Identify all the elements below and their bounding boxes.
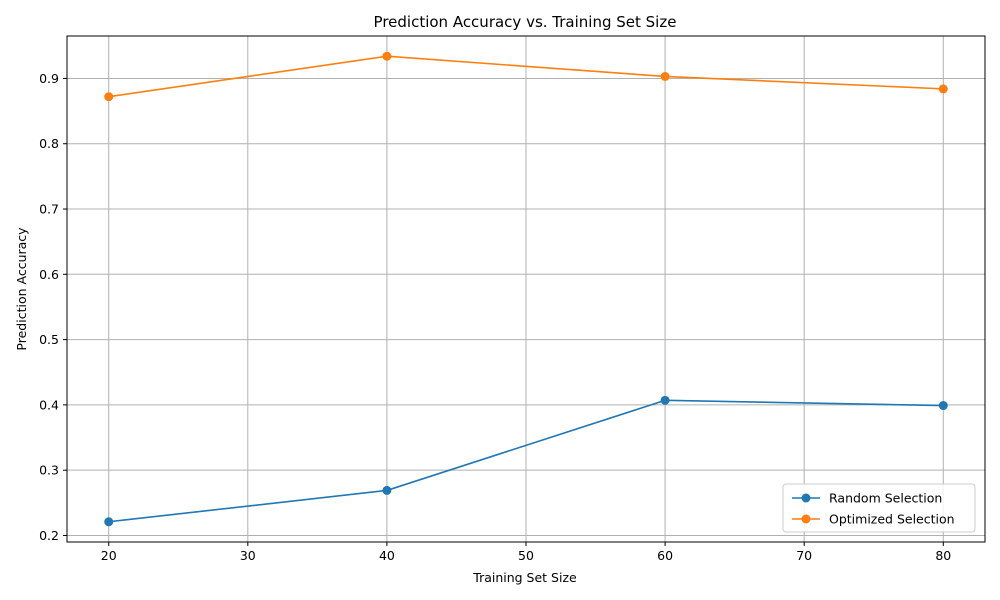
data-point (938, 84, 948, 94)
series-line (108, 399, 944, 523)
y-tick-label: 0.6 (39, 267, 59, 282)
data-point (104, 517, 114, 527)
y-tick-label: 0.4 (39, 397, 59, 412)
x-tick-label: 50 (518, 548, 534, 563)
y-tick-label: 0.9 (39, 71, 59, 86)
data-point (382, 485, 392, 495)
grid (67, 36, 985, 542)
x-tick-label: 70 (796, 548, 812, 563)
data-point (382, 51, 392, 61)
x-tick-label: 80 (935, 548, 951, 563)
data-point (938, 401, 948, 411)
y-tick-label: 0.5 (39, 332, 59, 347)
legend-marker (801, 514, 811, 524)
legend-box (782, 483, 976, 533)
legend-label: Random Selection (829, 491, 942, 506)
chart-title: Prediction Accuracy vs. Training Set Siz… (374, 13, 677, 31)
y-tick-label: 0.3 (39, 463, 59, 478)
y-axis-label: Prediction Accuracy (14, 227, 29, 351)
series-line (108, 55, 944, 98)
x-axis-label: Training Set Size (472, 570, 577, 585)
legend-label: Optimized Selection (829, 512, 955, 527)
legend: Random Selection Optimized Selection (782, 483, 976, 533)
x-tick-label: 30 (240, 548, 256, 563)
y-tick-label: 0.2 (39, 528, 59, 543)
y-tick-label: 0.7 (39, 202, 59, 217)
data-point (660, 395, 670, 405)
axes: 20 30 40 50 60 70 80 0.2 0.3 0.4 0.5 0.6 0.7 0.8 0.9 (39, 35, 986, 563)
x-tick-label: 20 (101, 548, 117, 563)
y-tick-label: 0.8 (39, 136, 59, 151)
series-layer (104, 51, 948, 527)
x-tick-label: 40 (379, 548, 395, 563)
data-point (660, 71, 670, 81)
legend-marker (801, 493, 811, 503)
data-point (104, 92, 114, 102)
x-tick-label: 60 (657, 548, 673, 563)
